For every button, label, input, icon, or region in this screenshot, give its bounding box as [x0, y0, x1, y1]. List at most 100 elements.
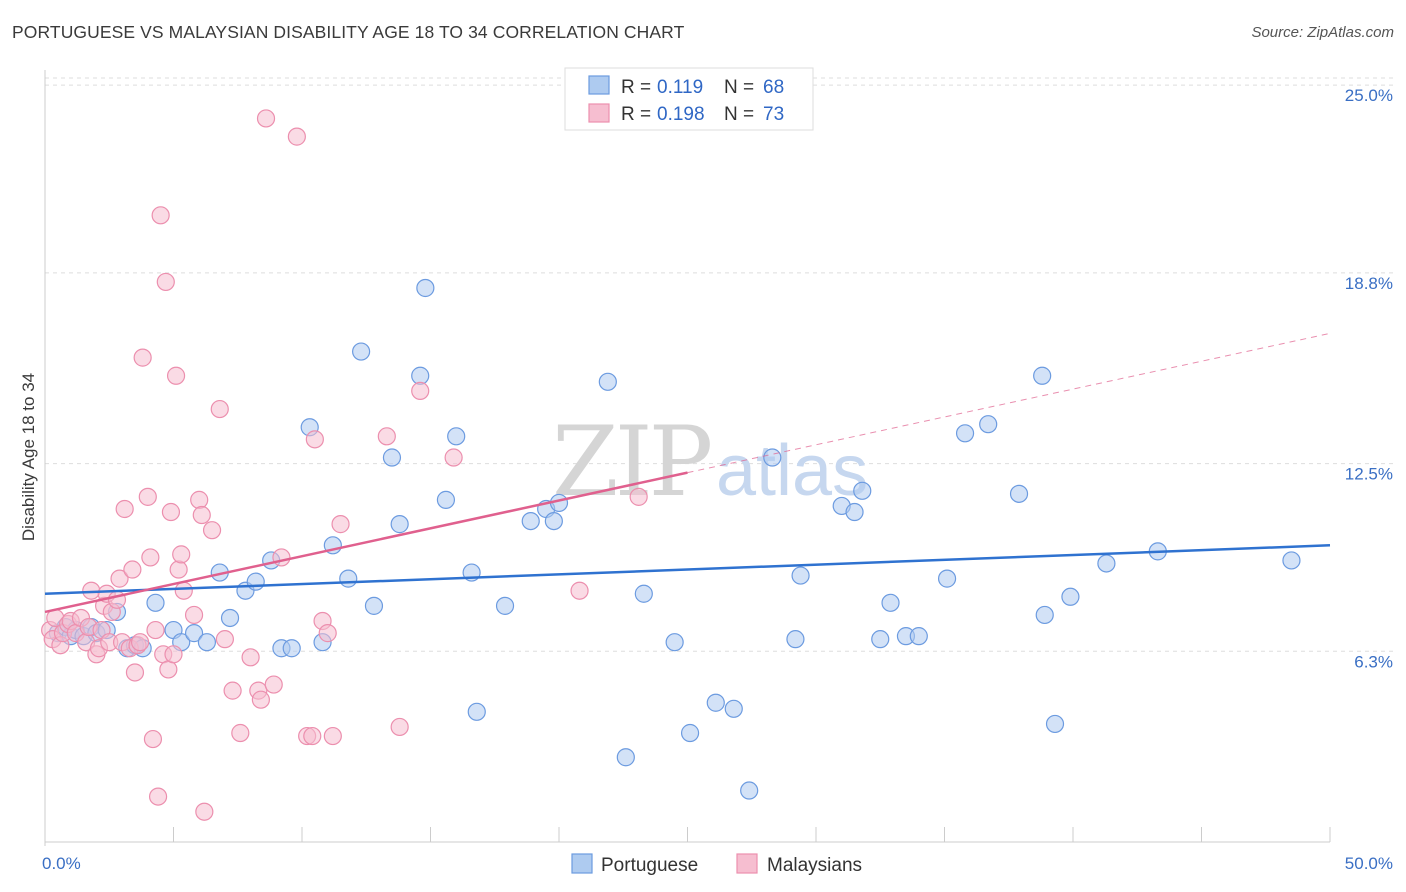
- portuguese-point-56: [853, 481, 872, 500]
- malaysians-point-68: [390, 717, 409, 737]
- malaysians-point-64: [318, 624, 337, 643]
- malaysians-point-39: [164, 645, 183, 664]
- portuguese-point-62: [955, 424, 975, 443]
- watermark: ZIP atlas: [552, 406, 868, 518]
- malaysians-point-66: [331, 515, 350, 534]
- malaysians-point-49: [210, 399, 229, 419]
- portuguese-point-53: [791, 566, 810, 585]
- bottom-legend-swatch-malaysians: [736, 853, 758, 874]
- portuguese-point-51: [763, 448, 782, 467]
- portuguese-point-18: [220, 608, 240, 628]
- portuguese-point-52: [786, 630, 805, 649]
- malaysians-point-59: [287, 127, 306, 146]
- y-tick-label-0: 6.3%: [1354, 652, 1393, 671]
- trend-lines: [44, 332, 1331, 614]
- legend-r-label-portuguese: R =: [621, 77, 651, 98]
- trend-line-malaysians: [44, 471, 688, 614]
- y-tick-labels: 6.3% 12.5% 18.8% 25.0%: [1345, 86, 1393, 671]
- malaysians-point-53: [241, 648, 260, 667]
- malaysians-point-43: [174, 581, 193, 600]
- malaysians-point-40: [166, 366, 186, 385]
- malaysians-point-51: [223, 681, 242, 700]
- malaysians-point-32: [146, 620, 165, 640]
- malaysians-point-47: [195, 802, 214, 821]
- bottom-legend-portuguese: Portuguese: [601, 855, 698, 876]
- portuguese-point-61: [937, 569, 957, 588]
- y-tick-label-3: 25.0%: [1345, 86, 1393, 105]
- portuguese-point-39: [521, 511, 540, 531]
- malaysians-point-72: [629, 487, 648, 506]
- y-axis-label: Disability Age 18 to 34: [19, 373, 38, 541]
- portuguese-point-67: [1045, 714, 1065, 734]
- malaysians-point-22: [115, 499, 134, 519]
- legend-r-value-malaysians: 0.198: [657, 104, 705, 125]
- malaysians-point-29: [138, 487, 157, 506]
- malaysians-point-45: [190, 490, 209, 509]
- portuguese-point-30: [382, 448, 402, 467]
- portuguese-point-37: [467, 702, 486, 721]
- malaysians-point-30: [141, 548, 160, 567]
- legend-r-label-malaysians: R =: [621, 104, 651, 125]
- portuguese-point-60: [909, 627, 928, 646]
- portuguese-point-65: [1033, 366, 1052, 385]
- legend-swatch-portuguese: [588, 75, 610, 95]
- x-tick-label-0: 0.0%: [42, 854, 81, 873]
- malaysians-point-52: [231, 723, 250, 743]
- legend-n-value-malaysians: 73: [763, 104, 784, 125]
- portuguese-point-69: [1097, 554, 1116, 573]
- malaysians-point-31: [143, 729, 163, 749]
- grid-lines: [45, 77, 1395, 652]
- legend-n-value-portuguese: 68: [763, 77, 784, 98]
- portuguese-point-68: [1061, 587, 1080, 606]
- portuguese-point-38: [495, 596, 515, 615]
- portuguese-point-15: [184, 624, 204, 643]
- malaysians-point-34: [151, 206, 170, 225]
- malaysians-point-61: [303, 726, 322, 746]
- bottom-legend-malaysians: Malaysians: [767, 855, 862, 876]
- malaysians-point-57: [264, 675, 283, 694]
- malaysians-point-65: [323, 726, 342, 746]
- malaysians-point-37: [159, 660, 178, 679]
- malaysians-point-69: [411, 381, 430, 401]
- y-tick-label-1: 12.5%: [1345, 465, 1393, 484]
- malaysians-point-67: [377, 427, 396, 446]
- portuguese-point-55: [845, 502, 864, 522]
- portuguese-point-50: [740, 781, 759, 800]
- legend-n-label-malaysians: N =: [724, 104, 754, 125]
- series-malaysians-points: [41, 109, 648, 821]
- malaysians-point-24: [123, 560, 142, 579]
- bottom-legend: Portuguese Malaysians: [571, 853, 862, 876]
- malaysians-point-25: [125, 663, 145, 682]
- legend-n-label-portuguese: N =: [724, 77, 754, 98]
- malaysians-point-41: [169, 560, 188, 579]
- malaysians-point-56: [256, 109, 276, 128]
- trend-line-portuguese: [44, 544, 1331, 595]
- malaysians-point-70: [444, 448, 463, 467]
- portuguese-point-63: [979, 415, 998, 434]
- portuguese-point-28: [352, 342, 371, 361]
- portuguese-point-34: [436, 490, 456, 509]
- portuguese-point-23: [282, 639, 301, 658]
- malaysians-point-38: [161, 502, 181, 522]
- portuguese-point-31: [390, 515, 409, 534]
- malaysians-point-36: [156, 272, 175, 292]
- malaysians-point-62: [305, 430, 324, 449]
- portuguese-point-12: [146, 593, 165, 612]
- portuguese-point-71: [1282, 551, 1301, 570]
- legend: R = 0.119 N = 68 R = 0.198 N = 73: [564, 67, 814, 131]
- source-label: Source: ZipAtlas.com: [1251, 24, 1394, 41]
- malaysians-point-55: [251, 690, 270, 709]
- x-tick-label-1: 50.0%: [1345, 854, 1393, 873]
- portuguese-point-48: [706, 693, 725, 712]
- portuguese-point-45: [634, 584, 653, 603]
- portuguese-point-46: [665, 633, 684, 652]
- bottom-legend-swatch-portuguese: [571, 853, 593, 874]
- portuguese-point-58: [881, 593, 900, 612]
- x-tick-labels: 0.0% 50.0%: [42, 854, 1393, 873]
- y-tick-label-2: 18.8%: [1345, 274, 1393, 293]
- portuguese-point-66: [1035, 605, 1054, 625]
- malaysians-point-58: [272, 548, 291, 567]
- portuguese-point-32: [411, 366, 430, 385]
- chart-title: PORTUGUESE VS MALAYSIAN DISABILITY AGE 1…: [12, 22, 685, 42]
- portuguese-point-44: [616, 748, 635, 767]
